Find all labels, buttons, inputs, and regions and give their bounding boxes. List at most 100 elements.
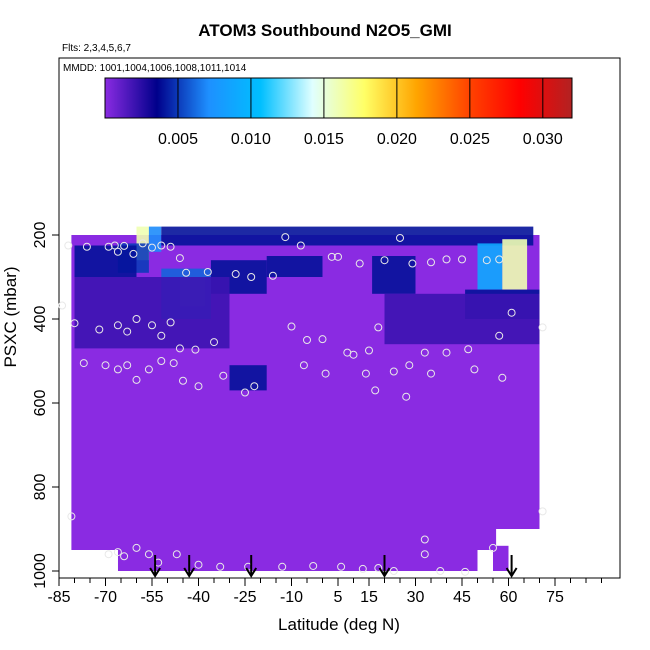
field-cell bbox=[477, 243, 503, 290]
colorbar-tick-label: 0.015 bbox=[304, 131, 344, 148]
sample-point bbox=[420, 550, 429, 559]
sample-point bbox=[113, 321, 122, 330]
sample-point bbox=[169, 359, 178, 368]
sample-point bbox=[355, 259, 364, 268]
sample-point bbox=[498, 373, 507, 382]
sample-point bbox=[132, 315, 141, 323]
sample-point bbox=[172, 550, 181, 559]
sample-point bbox=[538, 323, 547, 332]
sample-point bbox=[104, 242, 113, 251]
sample-point bbox=[334, 252, 342, 261]
sample-point bbox=[138, 239, 147, 248]
sample-point bbox=[216, 562, 225, 571]
sample-point bbox=[157, 331, 166, 340]
sample-point bbox=[182, 268, 191, 277]
sample-points bbox=[58, 233, 547, 576]
sample-point bbox=[287, 322, 296, 331]
sample-point bbox=[442, 348, 451, 357]
x-tick-label: 15 bbox=[360, 589, 378, 606]
sample-point bbox=[402, 392, 411, 401]
sample-point bbox=[129, 249, 138, 258]
sample-point bbox=[427, 258, 435, 267]
sample-point bbox=[458, 255, 466, 264]
sample-point bbox=[95, 325, 104, 334]
sample-point bbox=[318, 335, 327, 344]
y-tick-label: 1000 bbox=[32, 553, 49, 589]
sample-point bbox=[371, 386, 380, 395]
x-tick-label: -70 bbox=[94, 589, 117, 606]
sample-point bbox=[70, 319, 79, 328]
x-tick-label: 75 bbox=[546, 589, 564, 606]
sample-point bbox=[442, 255, 451, 264]
field-cell bbox=[384, 293, 540, 345]
sample-point bbox=[299, 361, 308, 370]
sample-point bbox=[231, 270, 240, 279]
sample-point bbox=[123, 327, 132, 336]
sample-point bbox=[482, 256, 491, 265]
field-background bbox=[117, 550, 478, 571]
sample-point bbox=[79, 359, 88, 368]
sample-point bbox=[507, 308, 516, 317]
colorbar-tick-label: 0.005 bbox=[158, 131, 198, 148]
y-axis: 200 400 600 800 1000 bbox=[32, 222, 59, 589]
flights-annotation: Flts: 2,3,4,5,6,7 bbox=[62, 43, 131, 54]
sample-point bbox=[194, 560, 203, 569]
sample-point bbox=[250, 382, 259, 391]
sample-point bbox=[247, 273, 256, 281]
sample-point bbox=[148, 321, 156, 330]
arrow-head bbox=[183, 567, 196, 578]
x-tick-label: -25 bbox=[233, 589, 256, 606]
sample-point bbox=[361, 369, 370, 378]
arrow-head bbox=[378, 567, 391, 578]
sample-point bbox=[281, 233, 290, 242]
sample-point bbox=[380, 256, 389, 265]
sample-point bbox=[420, 535, 429, 544]
sample-point bbox=[123, 361, 132, 370]
chart-title: ATOM3 Southbound N2O5_GMI bbox=[198, 21, 451, 40]
x-tick-label: 45 bbox=[453, 589, 471, 606]
sample-point bbox=[365, 346, 373, 355]
sample-point bbox=[144, 365, 153, 374]
x-tick-label: 30 bbox=[407, 589, 425, 606]
field-gap bbox=[105, 550, 118, 571]
field-background bbox=[493, 545, 509, 571]
sample-point bbox=[495, 331, 504, 340]
colorbar-tick-label: 0.025 bbox=[450, 131, 490, 148]
sample-point bbox=[110, 241, 119, 250]
sample-point bbox=[495, 255, 504, 264]
field-cell bbox=[74, 277, 230, 349]
arrow-head bbox=[149, 567, 161, 578]
sample-point bbox=[374, 564, 383, 573]
sample-point bbox=[296, 241, 305, 250]
plot-frame bbox=[58, 57, 621, 579]
sample-point bbox=[210, 338, 218, 347]
x-tick-label: -55 bbox=[140, 589, 163, 606]
colorbar-tick-label: 0.030 bbox=[523, 131, 563, 148]
sample-point bbox=[64, 241, 73, 250]
sample-point bbox=[461, 567, 470, 576]
sample-point bbox=[144, 550, 153, 559]
sample-point bbox=[58, 301, 67, 310]
sample-point bbox=[349, 350, 358, 359]
sample-point bbox=[408, 259, 417, 268]
sample-point bbox=[194, 382, 203, 391]
dates-annotation: MMDD: 1001,1004,1006,1008,1011,1014 bbox=[63, 63, 247, 74]
sample-point bbox=[538, 507, 547, 516]
sample-point bbox=[82, 242, 91, 251]
sample-point bbox=[104, 550, 113, 559]
sample-point bbox=[113, 365, 122, 374]
sample-point bbox=[321, 369, 330, 378]
sample-point bbox=[67, 512, 76, 521]
field-cell bbox=[266, 256, 323, 277]
sample-point bbox=[120, 241, 129, 250]
sample-point bbox=[132, 543, 141, 552]
field-cell bbox=[229, 365, 267, 391]
sample-point bbox=[101, 361, 110, 370]
y-tick-label: 200 bbox=[32, 222, 49, 249]
sample-point bbox=[358, 564, 367, 573]
sample-point bbox=[241, 388, 249, 397]
sample-point bbox=[396, 233, 404, 242]
sample-point bbox=[309, 561, 318, 570]
